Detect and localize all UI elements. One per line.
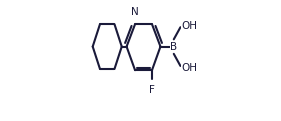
Text: F: F	[149, 85, 155, 95]
Text: OH: OH	[181, 63, 197, 73]
Text: OH: OH	[181, 21, 197, 31]
Text: N: N	[131, 7, 139, 17]
Text: B: B	[170, 42, 177, 52]
